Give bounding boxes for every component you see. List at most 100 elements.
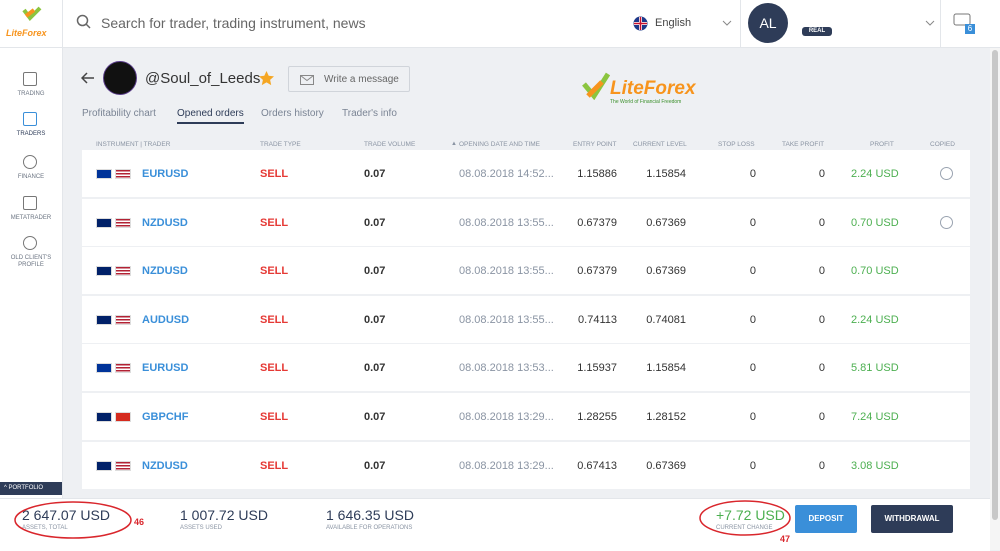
message-button[interactable]: Write a message xyxy=(288,66,410,92)
table-cell: GBPCHF xyxy=(142,411,189,423)
table-row[interactable]: AUDUSD SELL 0.07 08.08.2018 13:55... 0.74113… xyxy=(82,295,970,343)
language-select[interactable]: English xyxy=(655,17,692,29)
chevron xyxy=(722,20,732,26)
table-cell: 0.07 xyxy=(364,216,386,229)
brand-name: LiteForex xyxy=(610,78,696,99)
portfolio-tab[interactable]: ^ PORTFOLIO xyxy=(0,482,62,495)
column-header[interactable]: PROFIT xyxy=(870,141,894,148)
table-cell: SELL xyxy=(260,265,289,278)
envelope-icon xyxy=(300,75,314,85)
tab[interactable]: Opened orders xyxy=(177,108,244,124)
table-cell: AUDUSD xyxy=(142,313,190,326)
table-cell: 08.08.2018 13:53... xyxy=(459,362,554,375)
search-input[interactable]: Search for trader, trading instrument, n… xyxy=(101,15,366,31)
sidebar-label[interactable]: METATRADER xyxy=(10,215,52,221)
table-cell: EURUSD xyxy=(142,362,189,375)
table-row[interactable]: NZDUSD SELL 0.07 08.08.2018 13:29... 0.67413… xyxy=(82,441,970,489)
sidebar xyxy=(0,48,63,498)
table-cell: NZDUSD xyxy=(142,265,188,278)
table-cell: 0.70 USD xyxy=(851,216,899,229)
sort-indicator[interactable]: ▲ xyxy=(451,141,457,147)
table-cell: 08.08.2018 14:52... xyxy=(459,168,554,180)
tab[interactable]: Orders history xyxy=(261,108,324,119)
tab[interactable]: Trader's info xyxy=(342,108,397,119)
table-cell: 0.67379 xyxy=(577,216,617,229)
column-header[interactable]: OPENING DATE AND TIME xyxy=(459,141,541,148)
chevron xyxy=(925,20,935,26)
table-cell: SELL xyxy=(260,411,289,423)
table-cell: 0 xyxy=(818,216,825,229)
chat-icon[interactable] xyxy=(953,13,971,27)
scrollbar xyxy=(990,48,1000,550)
flag xyxy=(96,460,112,471)
table-cell: 0 xyxy=(749,411,756,423)
table-cell: 08.08.2018 13:29... xyxy=(459,459,554,472)
notification-badge: 6 xyxy=(965,24,975,34)
table-cell: 0.07 xyxy=(364,168,386,180)
column-header[interactable]: TRADE TYPE xyxy=(260,141,301,148)
withdrawal-button[interactable]: WITHDRAWAL xyxy=(871,505,953,533)
column-header[interactable]: STOP LOSS xyxy=(718,141,755,148)
account-badge: REAL xyxy=(802,27,832,36)
sidebar-label[interactable]: TRADING xyxy=(17,91,45,97)
table-cell: 1.15886 xyxy=(577,168,617,180)
table-cell: 08.08.2018 13:55... xyxy=(459,313,554,326)
table-cell: NZDUSD xyxy=(142,216,188,229)
table-row[interactable]: EURUSD SELL 0.07 08.08.2018 14:52... 1.15886… xyxy=(82,150,970,197)
table-cell: SELL xyxy=(260,313,289,326)
back-arrow[interactable] xyxy=(81,72,95,84)
search-icon xyxy=(76,14,91,29)
column-header[interactable]: COPIED xyxy=(930,141,955,148)
brand-tagline: The World of Financial Freedom xyxy=(610,99,682,105)
assets-used-value: 1 007.72 USD xyxy=(180,507,268,523)
sidebar-label[interactable]: OLD CLIENT'S PROFILE xyxy=(10,255,52,268)
flag xyxy=(115,169,131,179)
table-cell: 1.15854 xyxy=(646,168,686,180)
table-cell: 7.24 USD xyxy=(851,411,899,423)
table-cell: 1.28255 xyxy=(577,411,617,423)
table-cell: 0.07 xyxy=(364,313,386,326)
favorite-star[interactable] xyxy=(259,71,274,86)
table-cell: 0 xyxy=(749,216,756,229)
sidebar-icon[interactable] xyxy=(23,72,37,86)
portfolio-label: PORTFOLIO xyxy=(8,485,44,491)
table-cell: 0.74113 xyxy=(578,313,617,326)
flag xyxy=(96,314,112,325)
table-row[interactable]: EURUSD SELL 0.07 08.08.2018 13:53... 1.15937… xyxy=(82,344,970,392)
avatar[interactable]: AL xyxy=(748,3,788,43)
table-row[interactable]: NZDUSD SELL 0.07 08.08.2018 13:55... 0.67379… xyxy=(82,247,970,295)
sidebar-icon[interactable] xyxy=(23,196,37,210)
table-cell: 0 xyxy=(818,362,825,375)
table-cell: 0 xyxy=(749,265,756,278)
sidebar-icon[interactable] xyxy=(23,236,37,250)
column-header[interactable]: TRADE VOLUME xyxy=(364,141,416,148)
logo-box: LiteForex xyxy=(0,0,63,47)
change-value: +7.72 USD xyxy=(716,507,785,523)
flag xyxy=(96,169,112,179)
scrollbar-thumb[interactable] xyxy=(992,50,998,520)
tab[interactable]: Profitability chart xyxy=(82,108,156,119)
change-label: CURRENT CHANGE xyxy=(716,525,773,531)
column-header[interactable]: CURRENT LEVEL xyxy=(633,141,687,148)
sidebar-label[interactable]: TRADERS xyxy=(16,131,46,137)
table-cell: 1.15937 xyxy=(577,362,617,375)
table-row[interactable]: NZDUSD SELL 0.07 08.08.2018 13:55... 0.67379… xyxy=(82,198,970,246)
deposit-button[interactable]: DEPOSIT xyxy=(795,505,857,533)
table-row[interactable]: GBPCHF SELL 0.07 08.08.2018 13:29... 1.28255… xyxy=(82,393,970,440)
trader-avatar xyxy=(103,61,137,95)
flag xyxy=(96,266,112,277)
flag xyxy=(115,266,131,277)
table-cell: 2.24 USD xyxy=(851,168,899,180)
sidebar-label[interactable]: FINANCE xyxy=(17,174,45,180)
copied-icon[interactable] xyxy=(940,215,953,229)
column-header[interactable]: INSTRUMENT | TRADER xyxy=(96,141,171,148)
column-header[interactable]: TAKE PROFIT xyxy=(782,141,825,148)
table-cell: EURUSD xyxy=(142,168,189,180)
copied-icon[interactable] xyxy=(940,167,953,180)
column-header[interactable]: ENTRY POINT xyxy=(573,141,617,148)
sidebar-icon[interactable] xyxy=(23,112,37,126)
table-cell: 5.81 USD xyxy=(851,362,899,375)
table-cell: 0.70 USD xyxy=(851,265,899,278)
sidebar-icon[interactable] xyxy=(23,155,37,169)
